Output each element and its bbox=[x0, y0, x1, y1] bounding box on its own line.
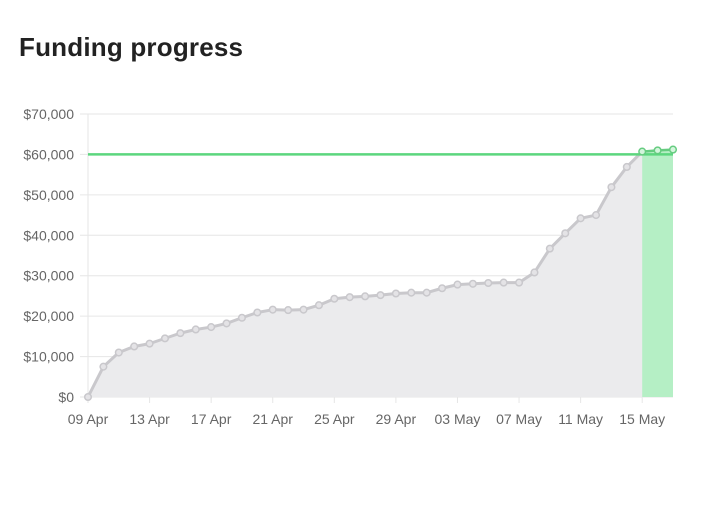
funding-area bbox=[88, 149, 673, 397]
data-point bbox=[191, 325, 200, 334]
data-point bbox=[422, 288, 431, 297]
data-point bbox=[576, 214, 585, 223]
y-tick-label: $30,000 bbox=[23, 268, 74, 284]
y-tick-label: $50,000 bbox=[23, 187, 74, 203]
data-point bbox=[607, 183, 616, 192]
x-tick-label: 13 Apr bbox=[129, 411, 170, 427]
data-point bbox=[130, 342, 139, 351]
y-tick-label: $20,000 bbox=[23, 308, 74, 324]
data-point bbox=[253, 308, 262, 317]
page-title: Funding progress bbox=[19, 32, 244, 62]
data-point bbox=[145, 339, 154, 348]
y-tick-label: $0 bbox=[58, 389, 74, 405]
y-tick-label: $60,000 bbox=[23, 146, 74, 162]
axis-labels: $0 $10,000 $20,000 $30,000 $40,000 $50,000 $60… bbox=[23, 106, 665, 427]
data-point bbox=[314, 301, 323, 310]
data-point bbox=[160, 334, 170, 343]
data-point bbox=[591, 211, 601, 220]
data-point bbox=[330, 294, 339, 303]
x-tick-label: 17 Apr bbox=[191, 411, 232, 427]
y-tick-label: $70,000 bbox=[23, 106, 74, 122]
data-point bbox=[545, 244, 554, 253]
data-point bbox=[515, 278, 524, 287]
x-tick-label: 15 May bbox=[619, 411, 665, 427]
point-layer bbox=[83, 145, 678, 402]
data-point bbox=[268, 305, 277, 314]
data-point bbox=[484, 278, 493, 288]
data-point bbox=[284, 306, 293, 315]
data-point bbox=[499, 278, 508, 287]
data-point bbox=[391, 289, 400, 298]
area-layer bbox=[88, 149, 673, 397]
y-tick-label: $40,000 bbox=[23, 227, 74, 243]
data-point bbox=[530, 268, 539, 277]
data-point bbox=[299, 305, 308, 314]
data-point bbox=[638, 147, 647, 156]
x-tick-label: 09 Apr bbox=[68, 411, 109, 427]
x-tick-label: 29 Apr bbox=[376, 411, 417, 427]
data-point bbox=[83, 392, 93, 402]
data-point bbox=[453, 280, 462, 289]
x-tick-label: 21 Apr bbox=[252, 411, 293, 427]
data-point bbox=[407, 288, 416, 297]
data-point bbox=[653, 146, 662, 155]
x-tick-label: 03 May bbox=[435, 411, 481, 427]
data-point bbox=[668, 145, 678, 154]
data-point bbox=[361, 292, 370, 301]
x-tick-label: 07 May bbox=[496, 411, 542, 427]
data-point bbox=[237, 313, 246, 322]
x-tick-label: 25 Apr bbox=[314, 411, 355, 427]
goal-reached-area bbox=[642, 149, 673, 397]
data-point bbox=[176, 329, 185, 338]
y-tick-label: $10,000 bbox=[23, 349, 74, 365]
data-point bbox=[114, 348, 123, 357]
data-point bbox=[207, 323, 216, 332]
x-tick-label: 11 May bbox=[558, 411, 603, 427]
data-point bbox=[468, 279, 477, 288]
data-point bbox=[438, 284, 447, 293]
data-point bbox=[99, 362, 108, 371]
data-point bbox=[622, 162, 631, 172]
data-point bbox=[376, 291, 385, 300]
data-point bbox=[345, 293, 354, 302]
data-point bbox=[561, 229, 570, 238]
data-point bbox=[222, 319, 231, 328]
